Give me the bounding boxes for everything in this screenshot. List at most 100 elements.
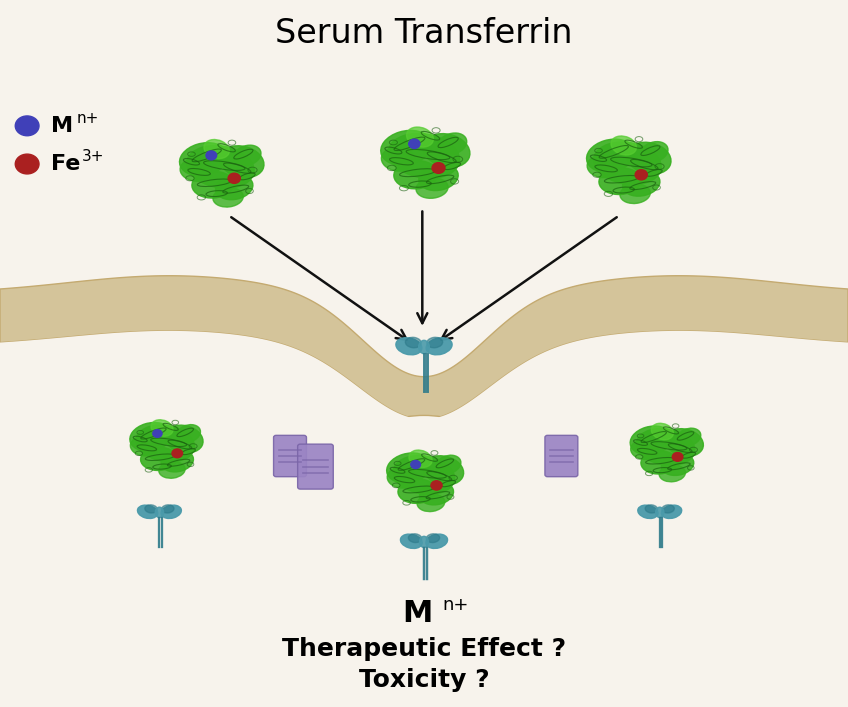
Ellipse shape xyxy=(651,423,673,440)
Ellipse shape xyxy=(398,479,436,503)
Text: M: M xyxy=(51,116,73,136)
Ellipse shape xyxy=(400,534,422,549)
Ellipse shape xyxy=(420,482,454,505)
Circle shape xyxy=(310,397,538,586)
Ellipse shape xyxy=(159,462,185,478)
Ellipse shape xyxy=(192,171,234,198)
Text: Fe: Fe xyxy=(51,154,81,174)
Ellipse shape xyxy=(599,168,641,194)
Circle shape xyxy=(562,366,786,553)
Ellipse shape xyxy=(130,423,172,451)
Ellipse shape xyxy=(427,534,439,542)
Ellipse shape xyxy=(161,505,181,518)
Ellipse shape xyxy=(180,159,212,181)
Polygon shape xyxy=(0,0,848,377)
Ellipse shape xyxy=(215,175,253,199)
Circle shape xyxy=(85,385,263,534)
Ellipse shape xyxy=(396,338,421,355)
Circle shape xyxy=(62,366,286,553)
Ellipse shape xyxy=(420,537,428,547)
Ellipse shape xyxy=(665,428,703,457)
Text: M: M xyxy=(402,599,432,629)
Ellipse shape xyxy=(662,505,674,513)
Ellipse shape xyxy=(161,450,193,472)
Circle shape xyxy=(410,460,421,469)
Ellipse shape xyxy=(677,428,700,446)
Text: n+: n+ xyxy=(443,596,469,614)
Ellipse shape xyxy=(645,505,657,513)
Ellipse shape xyxy=(387,453,431,483)
Ellipse shape xyxy=(417,494,444,512)
Ellipse shape xyxy=(436,455,461,474)
Ellipse shape xyxy=(587,139,635,173)
Ellipse shape xyxy=(405,337,421,348)
FancyBboxPatch shape xyxy=(298,444,333,489)
Ellipse shape xyxy=(423,456,464,485)
Polygon shape xyxy=(0,276,848,419)
Ellipse shape xyxy=(656,507,664,518)
Ellipse shape xyxy=(187,146,254,188)
Ellipse shape xyxy=(419,164,458,191)
Polygon shape xyxy=(0,331,848,707)
Ellipse shape xyxy=(438,133,466,155)
FancyBboxPatch shape xyxy=(545,436,577,477)
Ellipse shape xyxy=(419,340,429,354)
Ellipse shape xyxy=(409,450,432,467)
Circle shape xyxy=(543,350,806,569)
Ellipse shape xyxy=(131,436,158,456)
Ellipse shape xyxy=(165,425,203,453)
Circle shape xyxy=(153,430,162,438)
Text: Therapeutic Effect ?: Therapeutic Effect ? xyxy=(282,637,566,661)
Ellipse shape xyxy=(393,455,455,494)
Text: 3+: 3+ xyxy=(82,149,105,165)
Ellipse shape xyxy=(426,534,448,549)
FancyBboxPatch shape xyxy=(274,436,306,477)
Circle shape xyxy=(206,151,217,160)
Ellipse shape xyxy=(180,143,228,176)
Ellipse shape xyxy=(641,451,678,474)
Ellipse shape xyxy=(393,160,438,189)
Ellipse shape xyxy=(627,142,671,174)
Circle shape xyxy=(15,116,39,136)
Circle shape xyxy=(333,416,515,567)
Ellipse shape xyxy=(427,337,443,348)
Circle shape xyxy=(635,170,647,180)
Ellipse shape xyxy=(382,148,415,171)
Ellipse shape xyxy=(640,141,668,162)
Ellipse shape xyxy=(423,134,470,168)
Circle shape xyxy=(432,163,445,173)
Ellipse shape xyxy=(661,505,682,518)
Ellipse shape xyxy=(622,171,660,196)
Ellipse shape xyxy=(151,420,173,436)
Circle shape xyxy=(431,481,442,490)
Ellipse shape xyxy=(176,425,200,443)
Ellipse shape xyxy=(233,145,261,165)
Ellipse shape xyxy=(661,454,694,475)
Ellipse shape xyxy=(204,139,230,158)
Ellipse shape xyxy=(416,178,448,199)
Ellipse shape xyxy=(409,534,421,542)
Ellipse shape xyxy=(630,426,672,455)
Circle shape xyxy=(172,449,182,457)
Ellipse shape xyxy=(620,185,650,204)
Ellipse shape xyxy=(388,134,460,178)
Ellipse shape xyxy=(155,507,164,518)
Text: Toxicity ?: Toxicity ? xyxy=(359,668,489,692)
Ellipse shape xyxy=(636,428,695,465)
Ellipse shape xyxy=(406,127,433,147)
Ellipse shape xyxy=(427,338,452,355)
Ellipse shape xyxy=(631,440,658,460)
Ellipse shape xyxy=(381,130,432,165)
Ellipse shape xyxy=(611,136,637,155)
Circle shape xyxy=(409,139,420,148)
Text: n+: n+ xyxy=(76,111,98,127)
Ellipse shape xyxy=(136,425,195,462)
Text: Serum Transferrin: Serum Transferrin xyxy=(276,18,572,50)
Circle shape xyxy=(585,385,763,534)
Ellipse shape xyxy=(594,142,661,185)
Ellipse shape xyxy=(587,156,619,177)
Circle shape xyxy=(42,350,305,569)
Circle shape xyxy=(290,380,558,603)
Circle shape xyxy=(228,173,240,183)
Ellipse shape xyxy=(141,448,177,470)
